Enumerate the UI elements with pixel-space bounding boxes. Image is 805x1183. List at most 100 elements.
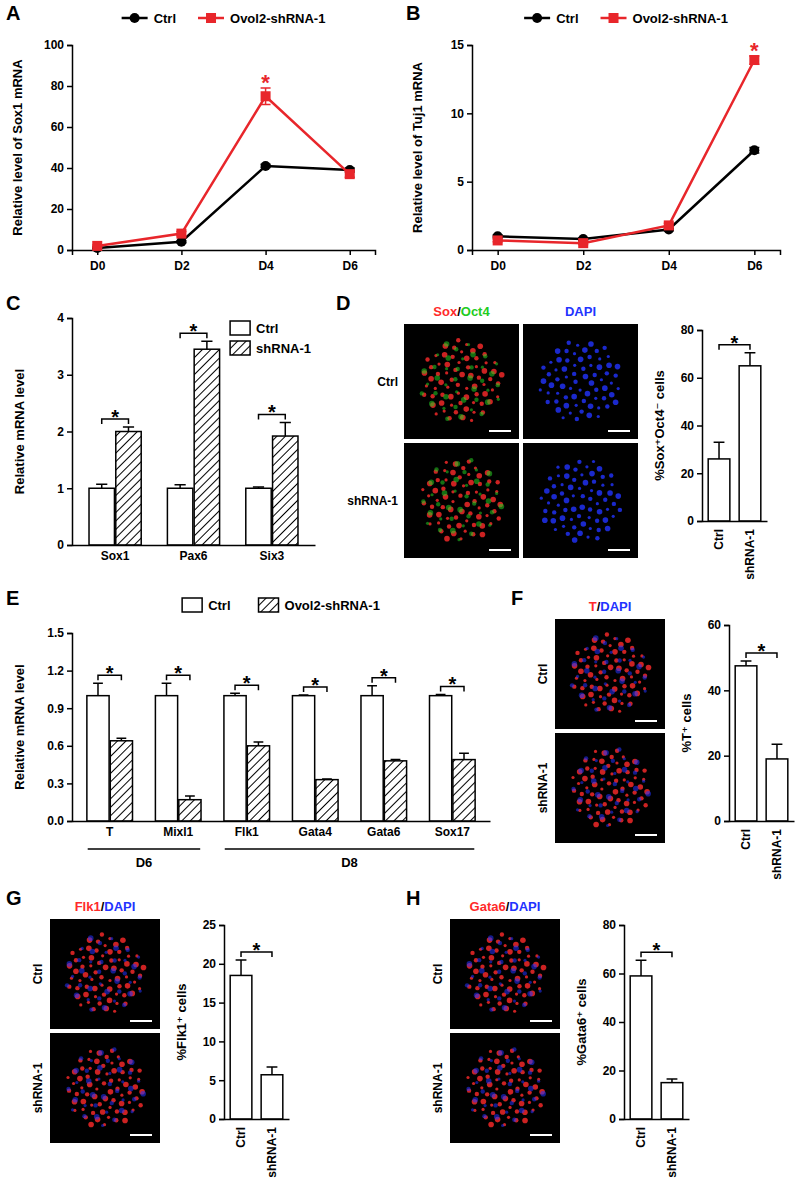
image-spot: [500, 1109, 506, 1115]
image-spot: [429, 480, 435, 486]
data-line: [498, 150, 755, 239]
image-spot: [446, 470, 449, 473]
micrograph: [450, 1033, 560, 1143]
image-spot: [137, 1080, 140, 1083]
micrograph-background: [523, 324, 638, 439]
image-spot: [110, 1061, 113, 1064]
x-tick: shRNA-1: [665, 1119, 679, 1178]
image-spot: [497, 970, 501, 974]
y-tick: 80: [681, 323, 702, 337]
image-spot: [73, 1068, 79, 1074]
image-spot: [496, 383, 500, 387]
legend-label: shRNA-1: [256, 341, 311, 356]
image-spot: [518, 958, 521, 961]
y-tick: 15: [203, 996, 224, 1010]
image-spot: [613, 373, 617, 377]
image-spot: [137, 1068, 141, 1072]
image-spot: [445, 461, 448, 464]
image-spot: [448, 394, 454, 400]
image-spot: [556, 407, 562, 413]
image-title: Gata6/DAPI: [470, 899, 541, 914]
tick-mark: [67, 821, 72, 823]
image-spot: [517, 1067, 523, 1073]
y-axis: 051015: [451, 38, 473, 257]
annotation: *: [448, 673, 456, 695]
image-spot: [455, 367, 459, 371]
image-spot: [85, 1092, 89, 1096]
image-spot: [117, 984, 121, 988]
image-spot: [97, 1065, 103, 1071]
tick-label: 4: [57, 311, 64, 325]
x-tick: D0: [90, 250, 106, 273]
image-spot: [458, 493, 462, 497]
image-spot: [100, 1109, 106, 1115]
tick-label: 60: [681, 371, 695, 385]
image-spot: [465, 387, 468, 390]
axis-line: [730, 821, 795, 823]
image-spot: [583, 480, 589, 486]
image-spot: [482, 368, 488, 374]
image-spot: [105, 951, 108, 954]
tick-label: D2: [576, 259, 592, 273]
image-spot: [615, 668, 621, 674]
x-tick: Ctrl: [712, 521, 726, 550]
image-spot: [594, 397, 597, 400]
image-spot: [107, 949, 113, 955]
image-spot: [72, 1097, 78, 1103]
image-spot: [106, 1059, 110, 1063]
image-spot: [128, 1101, 131, 1104]
y-tick: 40: [603, 1015, 624, 1029]
image-spot: [584, 668, 590, 674]
tick-label: D6: [343, 259, 359, 273]
image-spot: [439, 400, 445, 406]
y-tick: 80: [51, 79, 72, 93]
image-spot: [537, 1080, 540, 1083]
image-spot: [564, 473, 570, 479]
image-spot: [546, 400, 550, 404]
marks: [87, 683, 475, 821]
y-axis: 020406080: [681, 323, 703, 528]
scale-bar: [635, 720, 657, 722]
image-spot: [513, 945, 519, 951]
axis-line: [73, 545, 316, 547]
image-spot: [596, 502, 599, 505]
x-tick: Gata4: [299, 821, 333, 839]
image-spot: [479, 412, 483, 416]
image-spot: [488, 377, 492, 381]
tick-label: 10: [451, 107, 465, 121]
tick-label: 60: [51, 120, 65, 134]
image-spot: [489, 1007, 493, 1011]
image-spot: [108, 1072, 111, 1075]
error-bar: [230, 693, 240, 696]
image-spot: [537, 956, 540, 959]
tick-mark: [67, 670, 72, 672]
annotation: *: [311, 674, 319, 696]
bar: [429, 696, 451, 821]
image-spot: [577, 531, 583, 537]
image-spot: [462, 470, 466, 474]
marks: [708, 353, 761, 521]
image-spot: [484, 1104, 487, 1107]
image-spot: [120, 1094, 123, 1097]
image-title: Sox/Oct4: [433, 304, 490, 319]
image-spot: [566, 532, 570, 536]
image-spot: [519, 1061, 525, 1067]
image-spot: [501, 954, 504, 957]
image-spot: [541, 365, 545, 369]
y-tick: 0: [457, 243, 472, 257]
image-spot: [543, 509, 547, 513]
y-axis-title: Relative level of Tuj1 mRNA: [410, 61, 425, 233]
image-spot: [525, 948, 529, 952]
image-spot: [93, 1103, 97, 1107]
image-spot: [507, 1116, 510, 1119]
image-spot: [489, 1050, 492, 1053]
tick-mark: [497, 250, 499, 255]
image-spot: [132, 1097, 136, 1101]
image-spot: [609, 392, 615, 398]
image-spot: [588, 341, 594, 347]
image-spot: [537, 1068, 541, 1072]
image-spot: [442, 490, 448, 496]
image-spot: [589, 380, 595, 386]
legend-item: Ovol2-shRNA-1: [198, 11, 325, 26]
tick-label: 5: [457, 175, 464, 189]
